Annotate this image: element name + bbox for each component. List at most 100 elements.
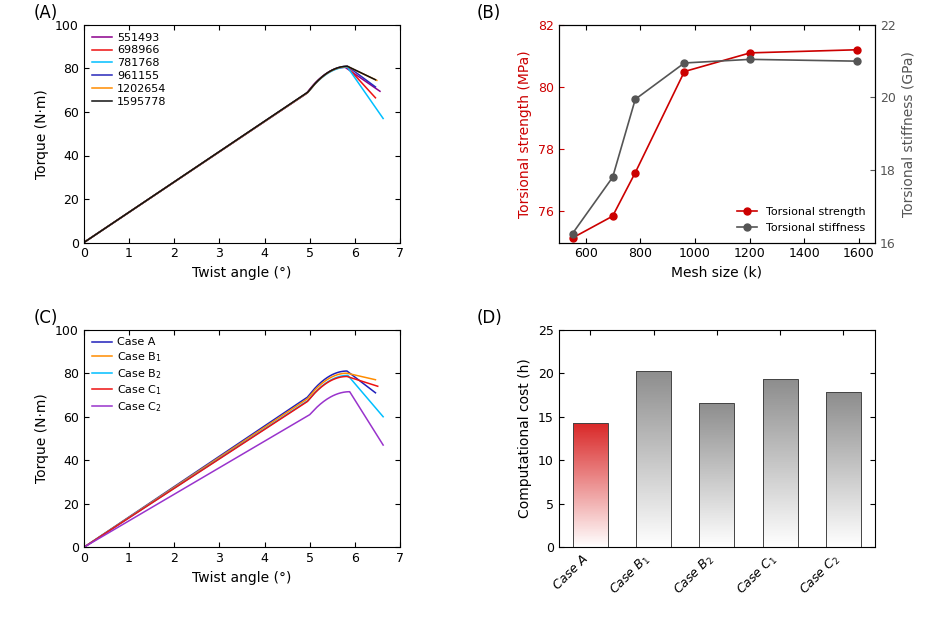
Bar (636, 430, 671, 432)
Bar (636, 427, 671, 428)
Bar (699, 516, 735, 517)
Bar (826, 470, 861, 471)
1595778 (368, 75, 379, 82)
1202654 (263, 115, 274, 123)
Bar (636, 441, 671, 442)
Bar (636, 384, 671, 385)
Bar (636, 446, 671, 447)
Bar (699, 419, 735, 420)
Bar (826, 439, 861, 440)
Bar (826, 524, 861, 525)
Bar (699, 439, 735, 440)
Bar (636, 531, 671, 532)
Bar (826, 520, 861, 521)
Bar (762, 450, 798, 451)
Case C$_2$ (347, 393, 358, 401)
Bar (573, 443, 608, 444)
Bar (636, 450, 671, 451)
Torsional stiffness (629, 96, 641, 103)
Bar (573, 444, 608, 445)
Bar (636, 478, 671, 480)
Bar (573, 433, 608, 434)
Bar (573, 441, 608, 442)
Bar (636, 379, 671, 380)
Bar (826, 465, 861, 466)
Bar (762, 396, 798, 397)
Bar (573, 493, 608, 494)
Bar (826, 501, 861, 503)
Bar (826, 414, 861, 415)
698966 (78, 239, 89, 246)
Bar (762, 386, 798, 387)
Bar (573, 448, 608, 449)
Bar (699, 537, 735, 538)
Bar (762, 524, 798, 525)
Bar (762, 412, 798, 413)
Case A (342, 367, 353, 374)
Bar (636, 420, 671, 421)
551493 (374, 88, 385, 95)
Bar (699, 443, 735, 444)
Bar (573, 542, 608, 543)
Bar (636, 494, 671, 495)
Bar (762, 425, 798, 426)
Bar (826, 528, 861, 529)
Bar (636, 499, 671, 501)
Bar (699, 533, 735, 534)
Text: (D): (D) (477, 309, 502, 327)
Bar (699, 501, 735, 502)
Bar (636, 398, 671, 399)
Bar (826, 444, 861, 445)
Case B$_1$ (263, 421, 274, 429)
Bar (762, 403, 798, 404)
Bar (699, 416, 735, 417)
1202654 (342, 63, 353, 70)
Bar (636, 467, 671, 468)
Bar (636, 461, 671, 462)
Bar (826, 493, 861, 494)
Bar (699, 421, 735, 422)
Bar (826, 442, 861, 443)
Bar (762, 513, 798, 514)
Bar (762, 415, 798, 416)
Bar (636, 527, 671, 528)
Bar (699, 495, 735, 496)
Bar (826, 540, 861, 541)
Bar (762, 543, 798, 544)
Bar (699, 463, 735, 464)
Bar (762, 433, 798, 434)
Bar (762, 457, 798, 458)
Y-axis label: Computational cost (h): Computational cost (h) (519, 359, 533, 518)
Bar (762, 461, 798, 462)
Bar (699, 489, 735, 490)
Line: Case B$_2$: Case B$_2$ (84, 376, 384, 547)
961155 (219, 144, 230, 152)
Line: 781768: 781768 (84, 67, 384, 243)
Bar (699, 511, 735, 512)
Bar (573, 459, 608, 460)
Bar (826, 498, 861, 499)
Bar (762, 477, 798, 478)
Bar (636, 376, 671, 377)
Bar (699, 544, 735, 545)
Bar (636, 504, 671, 505)
Bar (826, 394, 861, 395)
Bar (826, 511, 861, 512)
Legend: 551493, 698966, 781768, 961155, 1202654, 1595778: 551493, 698966, 781768, 961155, 1202654,… (89, 30, 169, 109)
Bar (826, 463, 861, 465)
Bar (636, 526, 671, 527)
Bar (699, 542, 735, 543)
Bar (762, 399, 798, 401)
781768 (378, 114, 389, 122)
Bar (699, 498, 735, 499)
Bar (573, 473, 608, 474)
Case A (78, 544, 89, 551)
Bar (699, 464, 735, 465)
X-axis label: Twist angle (°): Twist angle (°) (193, 266, 291, 280)
Bar (762, 434, 798, 435)
Bar (636, 485, 671, 486)
Bar (699, 403, 735, 404)
Bar (636, 425, 671, 426)
Bar (636, 407, 671, 409)
Bar (826, 436, 861, 437)
